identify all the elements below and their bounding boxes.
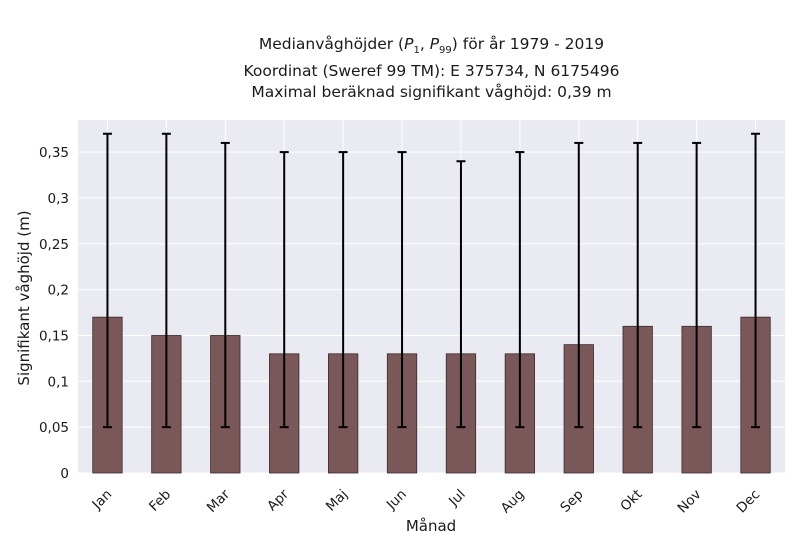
chart-title: Medianvåghöjder (P1, P99) för år 1979 - … (78, 34, 785, 103)
chart-title-line-3: Maximal beräknad signifikant våghöjd: 0,… (251, 83, 612, 102)
y-tick-label: 0,05 (39, 420, 69, 436)
y-tick-label: 0,2 (48, 283, 69, 299)
x-tick-label: Mar (204, 486, 234, 516)
chart-title-line-2: Koordinat (Sweref 99 TM): E 375734, N 61… (243, 62, 620, 81)
y-tick-label: 0,35 (39, 145, 69, 161)
plot-background (78, 120, 785, 473)
x-tick-label: Apr (264, 486, 292, 514)
y-tick-label: 0 (60, 466, 69, 482)
x-tick-label: Maj (323, 487, 351, 515)
x-tick-label: Aug (498, 487, 528, 517)
x-tick-label: Okt (617, 487, 645, 515)
y-tick-label: 0,3 (48, 191, 69, 207)
x-tick-label: Jun (383, 487, 410, 514)
error-bars (102, 132, 761, 429)
y-tick-label: 0,1 (48, 374, 69, 390)
y-tick-label: 0,15 (39, 328, 69, 344)
x-tick-label: Feb (146, 487, 174, 515)
x-tick-label: Dec (734, 487, 764, 517)
x-axis-label: Månad (406, 517, 456, 535)
x-tick-label: Jul (445, 487, 469, 511)
chart-title-line-1: Medianvåghöjder (P1, P99) för år 1979 - … (258, 35, 605, 57)
y-axis-ticks: 0 0,05 0,1 0,15 0,2 0,25 0,3 0,35 (39, 145, 69, 482)
x-axis-ticks: Jan Feb Mar Apr Maj Jun Jul Aug Sep Okt Nov Dec (89, 486, 764, 516)
y-axis-label: Signifikant våghöjd (m) (15, 210, 33, 385)
y-tick-label: 0,25 (39, 237, 69, 253)
x-tick-label: Nov (675, 487, 705, 517)
x-tick-label: Jan (89, 487, 116, 514)
x-tick-label: Sep (557, 487, 586, 516)
